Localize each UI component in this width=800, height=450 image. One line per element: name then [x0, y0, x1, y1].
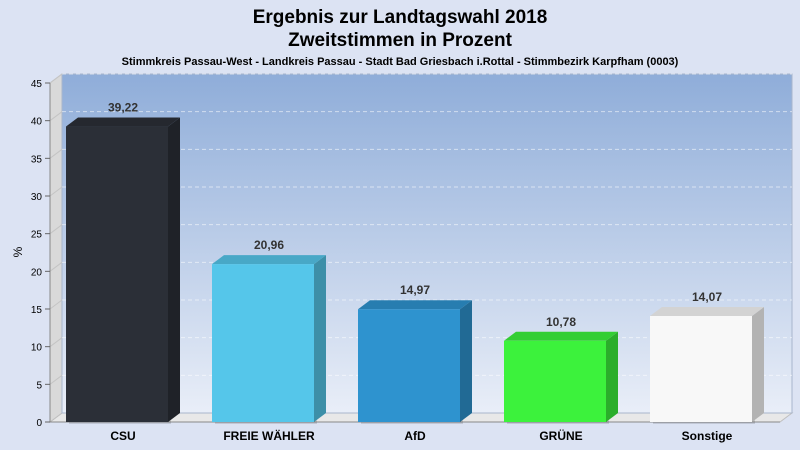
x-tick-label: FREIE WÄHLER	[223, 428, 315, 443]
bar-top	[66, 117, 180, 127]
x-tick-label: CSU	[110, 429, 135, 443]
bar-group: 39,22	[66, 101, 180, 424]
gridline-wall	[49, 148, 63, 159]
y-tick-label: 25	[31, 230, 43, 241]
y-tick-label: 15	[31, 305, 43, 316]
x-tick-label: AfD	[404, 429, 426, 443]
bars: 39,22 CSU 20,96 FREIE WÄHLER 14,97 AfD 10,78 GR…	[66, 101, 764, 443]
y-tick-label: 45	[31, 79, 43, 90]
bar-top	[212, 255, 326, 265]
bar-side	[606, 331, 618, 422]
bar-group: 20,96	[212, 238, 326, 424]
gridline-wall	[49, 224, 63, 235]
chart-subtitle: Stimmkreis Passau-West - Landkreis Passa…	[122, 56, 679, 68]
bar-side	[168, 117, 180, 422]
gridline-wall	[49, 299, 63, 310]
plot-left-wall	[49, 73, 63, 423]
bar-group: 10,78	[504, 315, 618, 424]
bar-top	[358, 300, 472, 310]
bar	[66, 126, 168, 422]
x-tick-label: GRÜNE	[539, 428, 582, 443]
bar-group: 14,07	[650, 290, 764, 424]
y-tick-label: 5	[36, 380, 42, 391]
gridlines	[49, 73, 792, 385]
y-tick-label: 0	[36, 418, 42, 429]
bar-side	[314, 255, 326, 422]
bar	[358, 309, 460, 422]
y-tick-label: 10	[31, 343, 43, 354]
bar-value-label: 14,97	[400, 283, 430, 297]
gridline-wall	[49, 111, 63, 122]
gridline-wall	[49, 186, 63, 197]
gridline-wall	[49, 261, 63, 272]
x-tick-label: Sonstige	[682, 429, 733, 443]
bar-top	[650, 307, 764, 317]
bar-top	[504, 331, 618, 341]
chart-title-line2: Zweitstimmen in Prozent	[288, 30, 512, 51]
bar-value-label: 20,96	[254, 238, 284, 252]
y-tick-label: 40	[31, 117, 43, 128]
bar-value-label: 39,22	[108, 101, 138, 115]
gridline-wall	[49, 73, 63, 84]
bar-side	[460, 300, 472, 422]
y-tick-label: 30	[31, 192, 43, 203]
bar-value-label: 10,78	[546, 315, 576, 329]
y-ticks: 0 5 10 15 20 25 30 35 40 45	[31, 79, 50, 429]
bar	[212, 264, 314, 422]
gridline-wall	[49, 337, 63, 348]
bar-value-label: 14,07	[692, 290, 722, 304]
y-axis-label: %	[11, 246, 25, 257]
chart-title-line1: Ergebnis zur Landtagswahl 2018	[253, 7, 548, 28]
bar	[650, 316, 752, 422]
bar-group: 14,97	[358, 283, 472, 424]
y-tick-label: 35	[31, 154, 43, 165]
bar-side	[752, 307, 764, 422]
gridline-wall	[49, 374, 63, 385]
y-tick-label: 20	[31, 267, 43, 278]
bar	[504, 340, 606, 422]
